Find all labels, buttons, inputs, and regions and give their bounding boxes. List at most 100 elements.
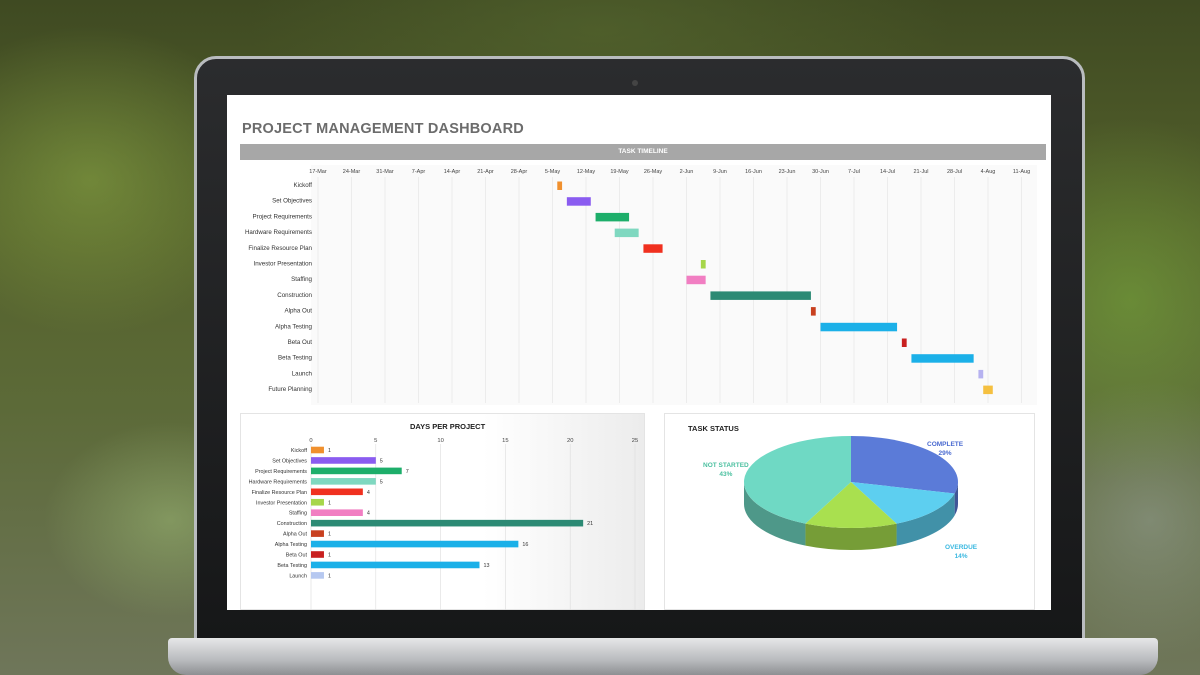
days-value-label: 1 (328, 573, 331, 579)
pie-label-overdue-pct: 14% (954, 553, 968, 560)
gantt-tick-label: 23-Jun (779, 169, 796, 175)
days-tick-label: 15 (502, 438, 508, 444)
gantt-task-label: Staffing (291, 276, 312, 283)
gantt-bar-construction (710, 291, 811, 300)
gantt-tick-label: 12-May (577, 169, 596, 175)
days-value-label: 4 (367, 490, 370, 496)
gantt-tick-label: 14-Jul (880, 169, 895, 175)
days-value-label: 4 (367, 511, 370, 517)
days-category-label: Investor Presentation (256, 500, 307, 506)
gantt-bar-future-planning (983, 385, 993, 395)
gantt-bar-hardware-requirements (614, 228, 639, 238)
pie-label-complete-pct: 29% (938, 450, 952, 457)
days-bar-kickoff (311, 446, 324, 454)
days-category-label: Launch (289, 573, 307, 579)
gantt-task-label: Kickoff (294, 182, 313, 189)
days-value-label: 1 (328, 553, 331, 559)
pie-label-not-started: NOT STARTED 43% (703, 461, 749, 479)
pie-slice-complete (851, 436, 958, 494)
days-category-label: Set Objectives (272, 458, 307, 464)
gantt-task-label: Alpha Out (284, 308, 312, 315)
gantt-plot-area (311, 165, 1037, 405)
days-bar-alpha-testing (311, 540, 519, 548)
gantt-bar-finalize-resource-plan (643, 244, 663, 253)
days-value-label: 16 (522, 542, 528, 548)
days-value-label: 5 (380, 479, 383, 485)
gantt-chart: 17-Mar 24-Mar 31-Mar 7-Apr 14-Apr 21-Apr 28-Ap… (245, 165, 1037, 405)
days-bar-staffing (311, 509, 363, 516)
gantt-tick-label: 28-Jul (947, 169, 962, 175)
gantt-bar-project-requirements (595, 212, 630, 222)
pie-label-complete-name: COMPLETE (927, 441, 964, 448)
pie-slice-overdue (851, 482, 955, 524)
days-value-label: 1 (328, 532, 331, 538)
days-tick-label: 20 (567, 438, 573, 444)
gantt-tick-label: 7-Apr (412, 169, 426, 175)
gantt-task-label: Future Planning (268, 386, 312, 393)
gantt-tick-label: 2-Jun (680, 169, 694, 175)
days-category-label: Finalize Resource Plan (252, 490, 307, 496)
days-per-project-panel: DAYS PER PROJECT 0 5 10 15 20 25 Kickoff 1 Set O… (240, 413, 645, 610)
gantt-bar-set-objectives (566, 197, 591, 206)
days-bar-investor-presentation (311, 498, 324, 506)
days-tick-label: 25 (632, 438, 638, 444)
gantt-tick-label: 5-May (545, 169, 561, 175)
days-category-label: Hardware Requirements (249, 479, 308, 485)
days-bar-launch (311, 572, 324, 579)
webcam (632, 80, 638, 86)
days-value-label: 5 (380, 458, 383, 464)
days-bar-set-objectives (311, 457, 376, 464)
gantt-tick-label: 31-Mar (376, 169, 394, 175)
gantt-tick-label: 17-Mar (309, 169, 327, 175)
days-category-label: Kickoff (291, 448, 308, 454)
gantt-task-label: Investor Presentation (254, 261, 313, 268)
gantt-task-label: Finalize Resource Plan (248, 245, 312, 252)
page-title: PROJECT MANAGEMENT DASHBOARD (242, 121, 524, 137)
days-bar-project-requirements (311, 467, 402, 475)
pie-label-not-started-pct: 43% (719, 471, 733, 478)
pie-slice-slice-2 (805, 482, 897, 528)
pie-label-overdue: OVERDUE 14% (945, 543, 977, 561)
pie-label-overdue-name: OVERDUE (945, 544, 978, 551)
gantt-bar-kickoff (557, 181, 563, 190)
pie-side-slice-2 (805, 523, 897, 550)
gantt-task-label: Construction (277, 292, 312, 299)
gantt-tick-label: 24-Mar (343, 169, 361, 175)
pie-side-overdue (896, 493, 955, 546)
gantt-tick-label: 19-May (610, 169, 629, 175)
pie-label-complete: COMPLETE 29% (927, 440, 963, 458)
gantt-tick-label: 16-Jun (745, 169, 762, 175)
pie-label-not-started-name: NOT STARTED (703, 462, 749, 469)
pie-side-not-started (744, 482, 806, 546)
gantt-task-label: Alpha Testing (275, 323, 313, 330)
gantt-tick-label: 30-Jun (812, 169, 829, 175)
pie-side-complete (954, 482, 958, 516)
days-tick-label: 5 (374, 438, 377, 444)
gantt-tick-label: 9-Jun (713, 169, 727, 175)
gantt-bar-investor-presentation (700, 260, 706, 269)
days-category-label: Beta Out (286, 553, 308, 559)
days-value-label: 1 (328, 448, 331, 454)
task-status-panel: TASK STATUS COMPLETE 29% OVERDUE 14% NOT… (664, 413, 1035, 610)
days-value-label: 13 (483, 563, 489, 569)
gantt-bar-staffing (686, 275, 706, 285)
days-category-label: Alpha Out (283, 532, 307, 538)
days-category-label: Project Requirements (255, 469, 307, 475)
gantt-tick-label: 4-Aug (981, 169, 996, 175)
gantt-tick-label: 26-May (644, 169, 663, 175)
days-bar-beta-testing (311, 561, 480, 569)
gantt-tick-label: 21-Jul (914, 169, 929, 175)
gantt-bar-alpha-testing (820, 322, 898, 332)
days-value-label: 1 (328, 500, 331, 506)
gantt-tick-label: 7-Jul (848, 169, 860, 175)
dashboard-screen: PROJECT MANAGEMENT DASHBOARD TASK TIMELI… (227, 95, 1051, 610)
task-status-pie (744, 436, 958, 550)
gantt-bar-alpha-out (810, 307, 816, 316)
gantt-bar-beta-out (901, 338, 907, 347)
pie-slice-not-started (744, 436, 851, 524)
gantt-tick-label: 28-Apr (511, 169, 528, 175)
gantt-tick-label: 21-Apr (477, 169, 494, 175)
days-category-label: Construction (277, 521, 307, 527)
days-bar-construction (311, 519, 584, 527)
